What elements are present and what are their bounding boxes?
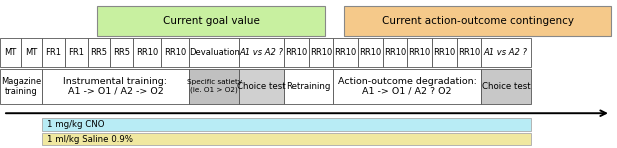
Text: Choice test: Choice test [238,82,286,91]
Text: FR1: FR1 [68,48,84,57]
Text: RR10: RR10 [285,48,307,57]
Text: 1 mg/kg CNO: 1 mg/kg CNO [47,120,104,129]
Text: A1 vs A2 ?: A1 vs A2 ? [239,48,284,57]
FancyBboxPatch shape [65,38,88,67]
Text: Choice test: Choice test [482,82,530,91]
FancyBboxPatch shape [97,6,325,36]
Text: Current goal value: Current goal value [162,16,260,26]
Text: RR10: RR10 [458,48,480,57]
FancyBboxPatch shape [333,69,481,104]
Text: RR5: RR5 [91,48,107,57]
FancyBboxPatch shape [383,38,407,67]
Text: Action-outcome degradation:
A1 -> O1 / A2 ? O2: Action-outcome degradation: A1 -> O1 / A… [337,77,477,96]
FancyBboxPatch shape [457,38,481,67]
FancyBboxPatch shape [88,38,110,67]
Text: 1 ml/kg Saline 0.9%: 1 ml/kg Saline 0.9% [47,135,133,144]
FancyBboxPatch shape [239,38,284,67]
FancyBboxPatch shape [239,69,284,104]
Text: RR10: RR10 [136,48,159,57]
FancyBboxPatch shape [284,38,308,67]
FancyBboxPatch shape [110,38,133,67]
FancyBboxPatch shape [189,69,239,104]
FancyBboxPatch shape [42,133,531,145]
FancyBboxPatch shape [42,69,189,104]
FancyBboxPatch shape [0,69,42,104]
FancyBboxPatch shape [161,38,189,67]
Text: MT: MT [4,48,17,57]
Text: RR10: RR10 [359,48,381,57]
FancyBboxPatch shape [0,38,21,67]
FancyBboxPatch shape [481,38,531,67]
Text: RR10: RR10 [334,48,357,57]
FancyBboxPatch shape [308,38,333,67]
Text: RR10: RR10 [384,48,406,57]
Text: Specific satiety
(ie. O1 > O2): Specific satiety (ie. O1 > O2) [186,79,242,93]
Text: Current action-outcome contingency: Current action-outcome contingency [381,16,574,26]
Text: RR10: RR10 [310,48,332,57]
Text: Instrumental training:
A1 -> O1 / A2 -> O2: Instrumental training: A1 -> O1 / A2 -> … [64,77,167,96]
FancyBboxPatch shape [358,38,383,67]
FancyBboxPatch shape [42,38,65,67]
FancyBboxPatch shape [407,38,432,67]
Text: A1 vs A2 ?: A1 vs A2 ? [484,48,528,57]
FancyBboxPatch shape [333,38,358,67]
Text: RR10: RR10 [164,48,186,57]
Text: RR10: RR10 [433,48,455,57]
FancyBboxPatch shape [344,6,611,36]
Text: Magazine
training: Magazine training [1,77,41,96]
FancyBboxPatch shape [189,38,239,67]
FancyBboxPatch shape [133,38,161,67]
FancyBboxPatch shape [284,69,333,104]
FancyBboxPatch shape [432,38,457,67]
Text: RR5: RR5 [114,48,130,57]
Text: Devaluation: Devaluation [189,48,239,57]
FancyBboxPatch shape [21,38,42,67]
FancyBboxPatch shape [481,69,531,104]
Text: RR10: RR10 [408,48,431,57]
Text: MT: MT [25,48,38,57]
Text: Retraining: Retraining [286,82,331,91]
Text: FR1: FR1 [46,48,61,57]
FancyBboxPatch shape [42,118,531,131]
